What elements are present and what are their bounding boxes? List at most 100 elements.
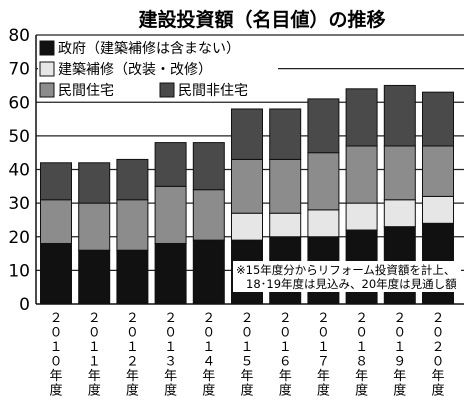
x-tick-char: １ bbox=[279, 340, 292, 355]
bar-segment bbox=[231, 108, 263, 160]
x-tick-char: ２ bbox=[126, 355, 139, 370]
axes bbox=[35, 35, 464, 305]
x-tick-char: ２ bbox=[49, 311, 62, 326]
x-tick-char: １ bbox=[126, 340, 139, 355]
legend-label: 民間住宅 bbox=[58, 83, 114, 99]
legend-swatch bbox=[159, 82, 175, 98]
x-tick-char: ６ bbox=[279, 355, 292, 370]
bar-segment bbox=[116, 158, 149, 201]
x-tick-label: ２０１５年度 bbox=[240, 311, 253, 399]
bar-segment bbox=[307, 152, 340, 211]
x-tick-label: ２０１７年度 bbox=[317, 311, 330, 399]
x-tick-char: ２ bbox=[88, 311, 101, 326]
bar-segment bbox=[269, 212, 302, 238]
x-tick-char: 度 bbox=[279, 383, 292, 399]
x-tick-char: ２ bbox=[431, 340, 444, 355]
x-tick-char: １ bbox=[88, 340, 101, 355]
x-tick-char: 年 bbox=[88, 369, 101, 384]
x-tick-label: ２０１０年度 bbox=[49, 311, 62, 399]
x-tick-char: ９ bbox=[393, 355, 406, 370]
note-box bbox=[233, 261, 461, 292]
y-tick-label: 0 bbox=[19, 295, 30, 315]
x-tick-char: ０ bbox=[279, 326, 292, 341]
bar-segment bbox=[345, 88, 378, 147]
x-tick-char: １ bbox=[88, 355, 101, 370]
note-text: ※15年度分からリフォーム投資額を計上、 bbox=[236, 263, 455, 277]
bar-segment bbox=[78, 162, 111, 204]
x-tick-char: ２ bbox=[126, 311, 139, 326]
legend-background bbox=[38, 37, 278, 101]
y-tick-label: 60 bbox=[8, 93, 30, 113]
x-tick-char: ０ bbox=[202, 326, 215, 341]
bar-segment bbox=[422, 91, 454, 147]
x-tick-char: ０ bbox=[88, 326, 101, 341]
x-tick-char: 度 bbox=[49, 383, 62, 399]
y-tick-label: 20 bbox=[8, 228, 30, 248]
x-tick-char: ２ bbox=[279, 311, 292, 326]
x-tick-char: 度 bbox=[317, 383, 330, 399]
x-tick-char: ０ bbox=[355, 326, 368, 341]
x-tick-char: ０ bbox=[240, 326, 253, 341]
bar-segment bbox=[78, 249, 111, 305]
x-tick-char: 度 bbox=[393, 383, 406, 399]
x-tick-char: 年 bbox=[279, 369, 292, 384]
x-tick-char: １ bbox=[164, 340, 177, 355]
x-tick-label: ２０１６年度 bbox=[279, 311, 292, 399]
x-tick-char: １ bbox=[317, 340, 330, 355]
bar-segment bbox=[116, 249, 149, 305]
x-tick-char: 年 bbox=[202, 369, 215, 384]
x-tick-char: 度 bbox=[164, 383, 177, 399]
y-tick-label: 30 bbox=[8, 194, 30, 214]
bar-segment bbox=[383, 145, 416, 201]
x-tick-char: ２ bbox=[431, 311, 444, 326]
x-tick-label: ２０２０年度 bbox=[431, 311, 444, 399]
note-text: 18･19年度は見込み、20年度は見通し額 bbox=[246, 277, 457, 291]
bar-segment bbox=[422, 195, 454, 224]
x-tick-char: 度 bbox=[240, 383, 253, 399]
x-tick-char: ０ bbox=[317, 326, 330, 341]
x-tick-char: ０ bbox=[126, 326, 139, 341]
x-tick-char: 年 bbox=[49, 369, 62, 384]
x-tick-char: ２ bbox=[355, 311, 368, 326]
bar-segment bbox=[40, 162, 72, 201]
x-tick-char: 度 bbox=[202, 383, 215, 399]
bar-segment bbox=[192, 142, 225, 191]
x-tick-char: １ bbox=[240, 340, 253, 355]
bar-segment bbox=[345, 202, 378, 231]
x-tick-char: ０ bbox=[431, 326, 444, 341]
x-tick-char: ２ bbox=[393, 311, 406, 326]
legend-label: 建築補修（改装・改修） bbox=[58, 62, 212, 78]
chart-title: 建設投資額（名目値）の推移 bbox=[138, 8, 385, 31]
x-tick-char: ０ bbox=[49, 326, 62, 341]
x-tick-label: ２０１２年度 bbox=[126, 311, 139, 399]
x-tick-char: 年 bbox=[240, 369, 253, 384]
x-tick-char: １ bbox=[49, 340, 62, 355]
bar-segment bbox=[192, 189, 225, 241]
legend-swatch bbox=[39, 82, 55, 98]
x-tick-char: ２ bbox=[240, 311, 253, 326]
bar-segment bbox=[307, 98, 340, 154]
x-tick-char: ８ bbox=[355, 355, 368, 370]
bar-segment bbox=[383, 199, 416, 228]
y-tick-label: 40 bbox=[8, 161, 30, 181]
legend-swatch bbox=[39, 61, 55, 77]
bar-segment bbox=[78, 202, 111, 251]
bar-segment bbox=[154, 242, 187, 305]
y-tick-label: 10 bbox=[8, 261, 30, 281]
x-tick-char: １ bbox=[202, 340, 215, 355]
x-tick-char: ０ bbox=[164, 326, 177, 341]
bar-segment bbox=[383, 84, 416, 147]
x-tick-char: 度 bbox=[355, 383, 368, 399]
x-tick-label: ２０１１年度 bbox=[88, 311, 101, 399]
legend-swatch bbox=[39, 40, 55, 56]
legend-label: 民間非住宅 bbox=[178, 83, 248, 99]
x-tick-char: ０ bbox=[49, 355, 62, 370]
y-ticks: 0 10 20 30 40 50 60 70 80 bbox=[8, 26, 30, 315]
x-tick-char: ３ bbox=[164, 355, 177, 370]
y-tick-label: 50 bbox=[8, 127, 30, 147]
x-tick-label: ２０１４年度 bbox=[202, 311, 215, 399]
bar-segment bbox=[231, 158, 263, 214]
bar-segment bbox=[154, 185, 187, 244]
bar-segment bbox=[40, 199, 72, 244]
